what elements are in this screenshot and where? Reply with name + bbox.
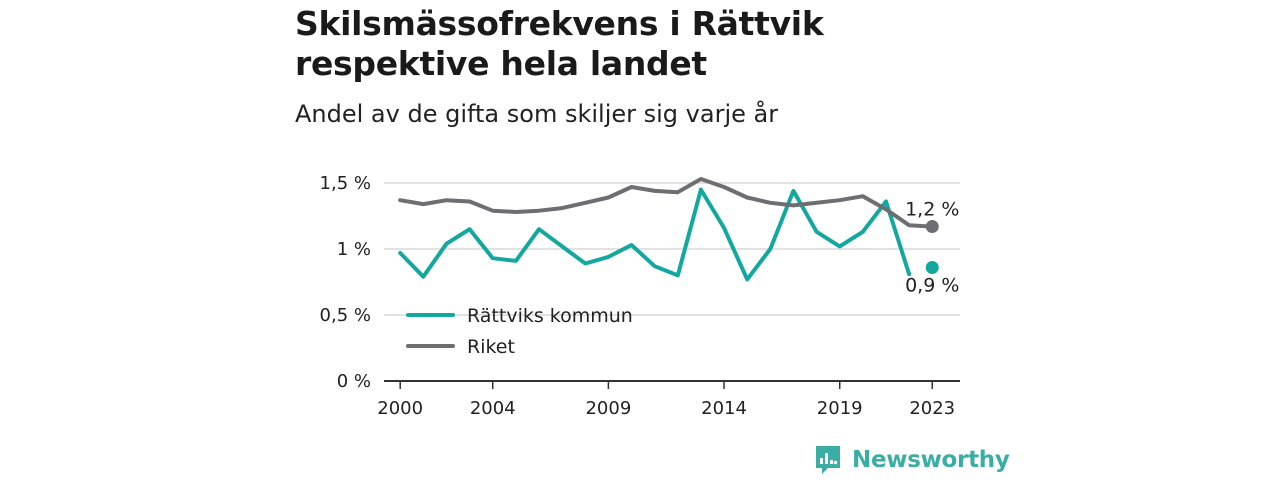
newsworthy-logo-icon [816, 446, 840, 474]
end-value-label: 1,2 % [905, 199, 959, 221]
y-axis: 0 % 0,5 % 1 % 1,5 % [320, 173, 371, 392]
x-tick-label: 2000 [377, 398, 423, 419]
gridlines [384, 182, 960, 316]
brand-name: Newsworthy [852, 447, 1010, 473]
legend: Rättviks kommun Riket [406, 305, 633, 358]
x-tick-label: 2004 [470, 398, 516, 419]
x-tick-label: 2023 [909, 398, 955, 419]
series-lines [398, 177, 939, 282]
newsworthy-logo[interactable]: Newsworthy [814, 444, 1010, 476]
series-line-rattvik [398, 187, 912, 282]
x-tick-label: 2019 [817, 398, 863, 419]
y-tick-label: 1 % [337, 239, 371, 260]
legend-label: Riket [467, 336, 515, 358]
end-labels: 0,9 % 1,2 % [905, 199, 959, 297]
x-tick-label: 2014 [701, 398, 747, 419]
chart-subtitle: Andel av de gifta som skiljer sig varje … [295, 100, 779, 128]
y-tick-label: 0 % [337, 371, 371, 392]
x-axis: 2000 2004 2009 2014 2019 2023 [377, 380, 960, 419]
end-value-label: 0,9 % [905, 274, 959, 296]
series-line-riket [398, 177, 935, 229]
y-tick-label: 1,5 % [320, 173, 371, 194]
y-tick-label: 0,5 % [320, 305, 371, 326]
x-tick-label: 2009 [585, 398, 631, 419]
series-end-marker [925, 260, 939, 274]
chart-title: Skilsmässofrekvens i Rättvik respektive … [295, 4, 824, 83]
series-end-marker [925, 220, 939, 234]
legend-label: Rättviks kommun [467, 305, 633, 327]
